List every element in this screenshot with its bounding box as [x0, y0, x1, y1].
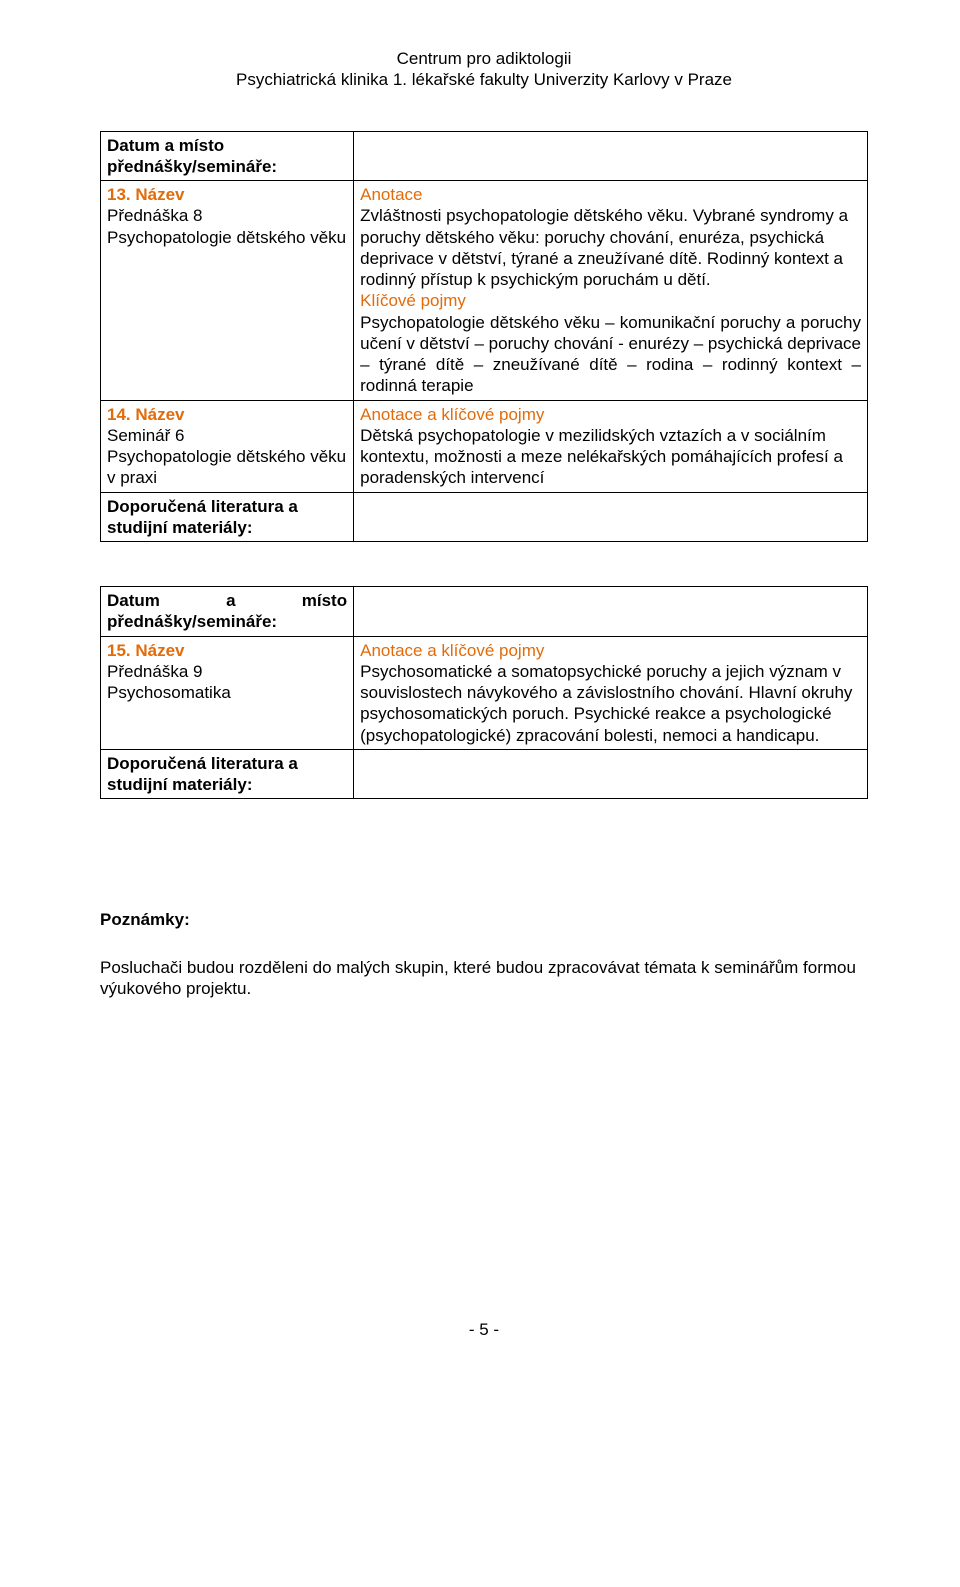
row-3-title: 14. Název — [107, 405, 185, 424]
table-1: Datum a místo přednášky/semináře: 13. Ná… — [100, 131, 868, 543]
t2-row-2-annotation-heading: Anotace a klíčové pojmy — [360, 640, 861, 661]
page-number: - 5 - — [100, 1319, 868, 1340]
t2-row-2-sub1: Přednáška 9 — [107, 662, 202, 681]
row-3-left: 14. Název Seminář 6 Psychopatologie děts… — [101, 400, 354, 492]
row-1-left: Datum a místo přednášky/semináře: — [101, 131, 354, 181]
page: Centrum pro adiktologii Psychiatrická kl… — [0, 0, 960, 1380]
header-line-2: Psychiatrická klinika 1. lékařské fakult… — [100, 69, 868, 90]
row-4-right — [354, 492, 868, 542]
t2-row-2-left: 15. Název Přednáška 9 Psychosomatika — [101, 636, 354, 749]
table-row: 14. Název Seminář 6 Psychopatologie děts… — [101, 400, 868, 492]
table-row: Datum a místo přednášky/semináře: — [101, 131, 868, 181]
row-1-right — [354, 131, 868, 181]
t2-row-1-line1: Datum a místo — [107, 590, 347, 611]
table-row: 15. Název Přednáška 9 Psychosomatika Ano… — [101, 636, 868, 749]
row-2-sub1: Přednáška 8 — [107, 206, 202, 225]
row-2-annotation-text: Zvláštnosti psychopatologie dětského věk… — [360, 205, 861, 290]
t2-r1-w3: místo — [302, 590, 347, 611]
header-line-1: Centrum pro adiktologii — [100, 48, 868, 69]
t2-row-2-annotation-text: Psychosomatické a somatopsychické poruch… — [360, 661, 861, 746]
t2-row-1-right — [354, 587, 868, 637]
t2-row-3-right — [354, 749, 868, 799]
t2-r1-w2: a — [226, 590, 235, 611]
t2-row-1-line2: přednášky/semináře: — [107, 611, 347, 632]
row-2-annotation-heading: Anotace — [360, 184, 861, 205]
row-3-annotation-heading: Anotace a klíčové pojmy — [360, 404, 861, 425]
table-row: Doporučená literatura a studijní materiá… — [101, 749, 868, 799]
t2-row-3-left: Doporučená literatura a studijní materiá… — [101, 749, 354, 799]
row-3-annotation-text: Dětská psychopatologie v mezilidských vz… — [360, 425, 861, 489]
notes-body: Posluchači budou rozděleni do malých sku… — [100, 957, 868, 1000]
t2-row-2-title: 15. Název — [107, 641, 185, 660]
t2-r1-w1: Datum — [107, 590, 160, 611]
row-2-sub2: Psychopatologie dětského věku — [107, 228, 346, 247]
row-2-right: Anotace Zvláštnosti psychopatologie děts… — [354, 181, 868, 401]
row-2-left: 13. Název Přednáška 8 Psychopatologie dě… — [101, 181, 354, 401]
document-header: Centrum pro adiktologii Psychiatrická kl… — [100, 48, 868, 91]
t2-row-2-sub2: Psychosomatika — [107, 683, 231, 702]
row-2-keywords-text: Psychopatologie dětského věku – komunika… — [360, 312, 861, 397]
row-2-title: 13. Název — [107, 185, 185, 204]
notes-heading: Poznámky: — [100, 909, 868, 930]
row-3-right: Anotace a klíčové pojmy Dětská psychopat… — [354, 400, 868, 492]
table-row: Datum a místo přednášky/semináře: — [101, 587, 868, 637]
t2-row-2-right: Anotace a klíčové pojmy Psychosomatické … — [354, 636, 868, 749]
table-2: Datum a místo přednášky/semináře: 15. Ná… — [100, 586, 868, 799]
row-2-keywords-heading: Klíčové pojmy — [360, 290, 861, 311]
row-3-sub1: Seminář 6 — [107, 426, 184, 445]
t2-row-1-left: Datum a místo přednášky/semináře: — [101, 587, 354, 637]
row-3-sub2: Psychopatologie dětského věku v praxi — [107, 447, 346, 487]
row-4-left: Doporučená literatura a studijní materiá… — [101, 492, 354, 542]
table-row: Doporučená literatura a studijní materiá… — [101, 492, 868, 542]
table-row: 13. Název Přednáška 8 Psychopatologie dě… — [101, 181, 868, 401]
